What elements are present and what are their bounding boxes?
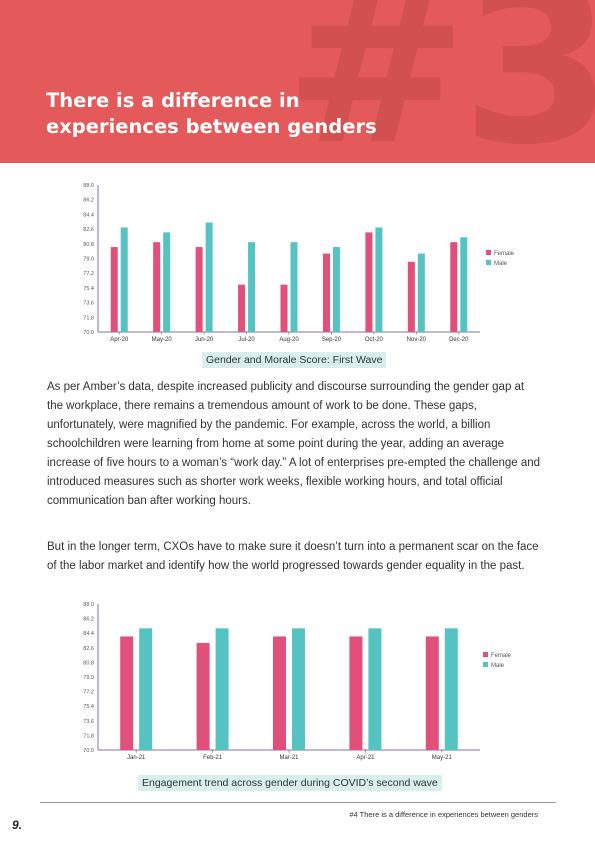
y-tick-label: 77.2 (83, 690, 94, 696)
bar-female-may-21 (425, 636, 439, 750)
bar-female-may-20 (153, 242, 161, 332)
page-title: There is a difference in experiences bet… (46, 89, 377, 138)
bar-female-jul-20 (238, 284, 246, 332)
bar-male-may-21 (444, 628, 458, 750)
legend-label-female: Female (491, 653, 512, 659)
bar-male-nov-20 (417, 253, 425, 332)
bar-male-may-20 (163, 232, 171, 332)
bar-female-nov-20 (407, 261, 415, 332)
x-tick-label: May-20 (152, 337, 173, 343)
legend-label-female: Female (494, 251, 515, 257)
legend-swatch-female (486, 250, 491, 255)
bar-female-oct-20 (365, 232, 373, 332)
x-tick-label: Dec-20 (449, 337, 469, 343)
y-tick-label: 70.0 (83, 748, 94, 754)
x-tick-label: Feb-21 (203, 755, 223, 761)
y-tick-label: 73.6 (83, 719, 94, 725)
y-tick-label: 75.4 (83, 704, 94, 710)
y-tick-label: 77.2 (83, 271, 94, 277)
y-tick-label: 75.4 (83, 286, 94, 292)
legend-label-male: Male (491, 663, 505, 669)
y-tick-label: 71.8 (83, 733, 94, 739)
y-tick-label: 70.0 (83, 330, 94, 336)
y-tick-label: 82.6 (83, 227, 94, 233)
x-tick-label: Nov-20 (407, 337, 427, 343)
bar-male-oct-20 (375, 227, 383, 332)
bar-male-sep-20 (332, 247, 340, 332)
x-tick-label: Apr-20 (110, 337, 129, 343)
bar-male-jul-20 (248, 242, 256, 332)
y-tick-label: 80.8 (83, 660, 94, 666)
footer-text: #4 There is a difference in experiences … (349, 810, 538, 819)
chart-caption-first-wave: Gender and Morale Score: First Wave (202, 352, 387, 368)
y-tick-label: 84.4 (83, 631, 94, 637)
bar-male-jan-21 (139, 628, 153, 750)
y-tick-label: 88.0 (83, 183, 94, 189)
bar-male-apr-20 (120, 227, 128, 332)
y-tick-label: 84.4 (83, 212, 94, 218)
y-tick-label: 80.8 (83, 242, 94, 248)
legend-label-male: Male (494, 261, 508, 267)
bar-female-sep-20 (322, 253, 330, 332)
y-tick-label: 71.8 (83, 315, 94, 321)
legend-swatch-male (486, 260, 491, 265)
y-tick-label: 82.6 (83, 646, 94, 652)
y-tick-label: 73.6 (83, 301, 94, 307)
legend-swatch-female (483, 652, 488, 657)
page-number: 9. (12, 818, 23, 832)
bar-female-apr-21 (349, 636, 363, 750)
bar-male-dec-20 (460, 237, 468, 332)
bar-male-apr-21 (368, 628, 382, 750)
morale-bar-chart: 88.0 86.2 84.4 82.6 80.8 79.0 77.2 75.4 73.6 71.8… (83, 183, 515, 343)
x-tick-label: Oct-20 (365, 337, 384, 343)
x-tick-label: Jun-20 (195, 337, 214, 343)
x-tick-label: Apr-21 (356, 755, 375, 761)
x-tick-label: May-21 (432, 755, 453, 761)
engagement-bar-chart: 88.0 86.2 84.4 82.6 80.8 79.0 77.2 75.4 73.6 71.8… (83, 602, 512, 761)
bar-female-apr-20 (110, 247, 118, 332)
bar-female-jan-21 (120, 636, 134, 750)
bar-male-feb-21 (215, 628, 229, 750)
x-tick-label: Jul-20 (238, 337, 255, 343)
x-tick-label: Sep-20 (322, 337, 342, 343)
bar-male-mar-21 (292, 628, 305, 750)
bar-female-feb-21 (196, 642, 210, 750)
y-tick-label: 88.0 (83, 602, 94, 608)
bar-female-dec-20 (450, 242, 458, 332)
x-tick-label: Jan-21 (127, 755, 146, 761)
body-paragraph-1: As per Amber’s data, despite increased p… (47, 381, 541, 507)
x-tick-label: Aug-20 (279, 337, 299, 343)
y-tick-label: 79.0 (83, 675, 94, 681)
legend-swatch-male (483, 662, 488, 667)
header-banner: #3 There is a difference in experiences … (0, 0, 595, 163)
bar-male-aug-20 (290, 242, 298, 332)
y-tick-label: 86.2 (83, 198, 94, 204)
bar-female-mar-21 (273, 636, 286, 750)
y-tick-label: 79.0 (83, 257, 94, 263)
x-tick-label: Mar-21 (279, 755, 299, 761)
footer-divider (40, 802, 556, 803)
body-paragraph-2: But in the longer term, CXOs have to mak… (47, 541, 539, 572)
bar-female-aug-20 (280, 284, 288, 332)
chart-caption-second-wave: Engagement trend across gender during CO… (138, 775, 442, 791)
bar-female-jun-20 (195, 247, 203, 332)
section-number: #3 (284, 0, 595, 163)
bar-male-jun-20 (205, 222, 213, 332)
y-tick-label: 86.2 (83, 617, 94, 623)
